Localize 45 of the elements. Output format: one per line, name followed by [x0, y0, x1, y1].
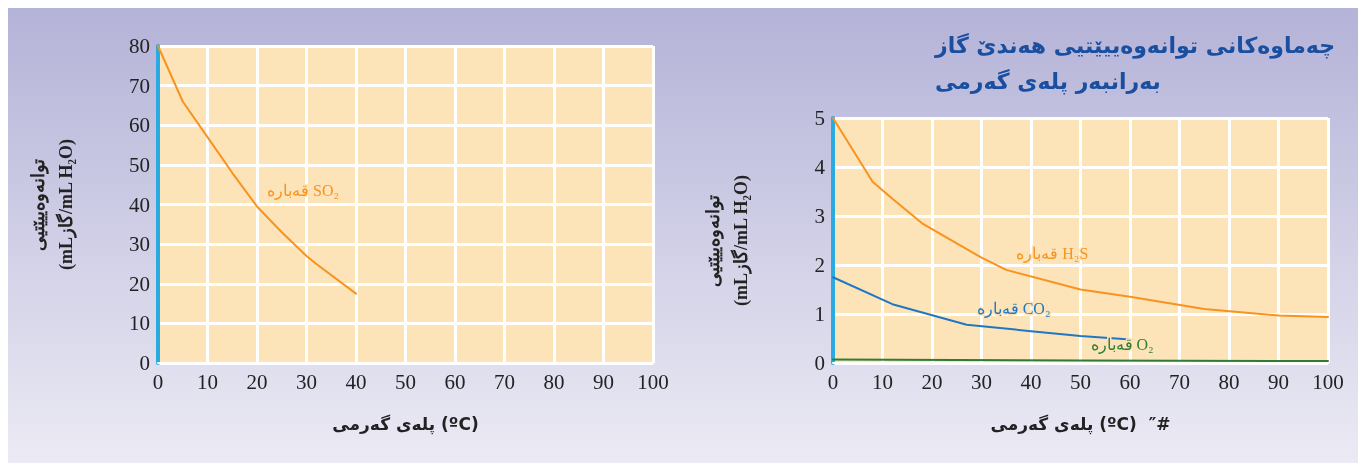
- y-tick-label: 0: [139, 351, 150, 375]
- y-tick-label: 70: [129, 73, 150, 98]
- x-tick-label: 100: [1312, 369, 1344, 394]
- x-tick-label: 80: [1218, 369, 1240, 394]
- x-tick-label: 40: [345, 369, 367, 394]
- x-tick-label: 60: [1119, 369, 1141, 394]
- y-tick-label: 40: [129, 192, 150, 217]
- y-tick-label: 50: [129, 152, 150, 177]
- x-tick-label: 70: [494, 369, 515, 394]
- x-tick-label: 100: [637, 369, 669, 394]
- x-tick-label: 90: [593, 369, 614, 394]
- x-tick-label: 40: [1020, 369, 1042, 394]
- x-tick-label: 10: [872, 369, 893, 394]
- y-tick-label: 0: [814, 351, 825, 375]
- y-tick-label: 10: [129, 311, 150, 336]
- series-label: قەبارە CO₂: [976, 300, 1051, 319]
- y-tick-label: 3: [814, 204, 825, 228]
- y-tick-label: 30: [129, 232, 150, 257]
- x-tick-label: 30: [971, 369, 992, 394]
- x-tick-label: 70: [1169, 369, 1190, 394]
- series-label: قەبارە O₂: [1090, 336, 1154, 355]
- y-axis-title: توانەوەییێتیی (mLگاز/mL H₂O): [28, 139, 77, 270]
- x-tick-label: 90: [1268, 369, 1289, 394]
- x-axis-title: پلەی گەرمی (ºC): [332, 413, 479, 435]
- y-tick-label: 2: [814, 253, 825, 277]
- x-tick-label: 60: [444, 369, 466, 394]
- x-tick-label: 10: [197, 369, 218, 394]
- x-tick-label: 50: [395, 369, 416, 394]
- x-tick-label: 20: [246, 369, 268, 394]
- x-tick-label: 80: [543, 369, 565, 394]
- y-tick-label: 5: [814, 106, 825, 130]
- y-tick-label: 60: [129, 113, 150, 138]
- y-axis-title: توانەوەییێتیی (mLگاز/mL H₂O): [703, 175, 752, 306]
- x-tick-label: 30: [296, 369, 317, 394]
- series-label: قەبارە SO₂: [267, 181, 340, 200]
- x-tick-label: 20: [921, 369, 943, 394]
- x-tick-label: 50: [1070, 369, 1091, 394]
- y-tick-label: 20: [129, 271, 150, 296]
- y-tick-label: 4: [814, 155, 826, 179]
- x-axis-title: پلەی گەرمی (ºC) ″#: [990, 413, 1171, 435]
- chart-title: چەماوەکانی توانەوەییێتیی هەندێ گاز بەرانبەر پلەی گەرمی: [933, 31, 1336, 95]
- y-tick-label: 1: [814, 302, 825, 326]
- series-label: قەبارە H₂S: [1016, 245, 1089, 264]
- y-tick-label: 80: [129, 34, 150, 58]
- line-series: [157, 45, 357, 295]
